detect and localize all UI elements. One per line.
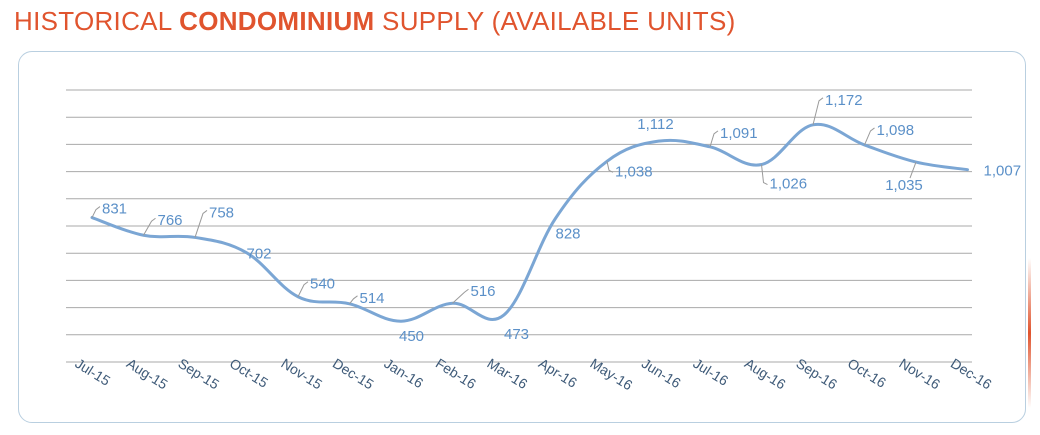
data-label: 514 [360, 290, 385, 307]
x-tick-label: Feb-16 [433, 355, 479, 392]
chart-title: HISTORICAL CONDOMINIUM SUPPLY (AVAILABLE… [14, 6, 736, 37]
title-prefix: HISTORICAL [14, 6, 180, 36]
x-tick-label: Jan-16 [381, 355, 426, 391]
label-leader [812, 97, 824, 125]
data-label: 1,026 [770, 176, 808, 193]
data-label: 766 [158, 212, 183, 229]
data-label: 758 [209, 204, 234, 221]
title-highlight: CONDOMINIUM [179, 6, 375, 36]
x-tick-label: Sep-16 [793, 355, 840, 393]
label-leader [709, 130, 719, 147]
label-leader [909, 161, 917, 179]
x-tick-label: Aug-16 [742, 355, 789, 393]
data-label: 1,038 [615, 163, 653, 180]
x-tick-label: May-16 [587, 355, 635, 393]
x-tick-label: Jul-15 [72, 355, 113, 389]
x-tick-label: Apr-16 [536, 355, 580, 391]
label-leader [606, 161, 614, 173]
x-axis-ticks: Jul-15 Aug-15 Sep-15 Oct-15 Nov-15 Dec-15 Jan-… [72, 355, 994, 393]
data-label: 516 [471, 283, 496, 300]
data-label: 1,098 [877, 122, 915, 139]
data-label: 1,091 [720, 125, 758, 142]
x-tick-label: Aug-15 [124, 355, 171, 393]
x-tick-label: Mar-16 [484, 355, 530, 392]
label-leader [297, 281, 309, 297]
label-leader [864, 127, 875, 146]
data-label: 1,172 [825, 92, 863, 109]
label-leader [452, 288, 469, 304]
data-label: 1,035 [885, 177, 923, 194]
series-line [90, 122, 969, 323]
x-tick-label: Jun-16 [639, 355, 684, 391]
data-label: 540 [310, 276, 335, 293]
data-label: 450 [399, 328, 424, 345]
data-label: 473 [504, 326, 529, 343]
x-tick-label: Sep-15 [175, 355, 222, 393]
label-leader [761, 164, 768, 185]
series-layer [90, 122, 969, 323]
x-tick-label: Dec-16 [948, 355, 995, 393]
label-leader [349, 295, 358, 305]
label-leader [143, 217, 156, 236]
title-suffix: SUPPLY (AVAILABLE UNITS) [374, 6, 736, 36]
x-tick-label: Oct-15 [227, 355, 271, 391]
x-tick-label: Oct-16 [845, 355, 889, 391]
data-label: 831 [102, 201, 127, 218]
x-tick-label: Nov-16 [896, 355, 943, 393]
x-tick-label: Dec-15 [330, 355, 377, 393]
label-leader [91, 206, 101, 218]
data-labels: 831 766 758 702 540 514 450 516 473 828 1,038 1,112… [102, 92, 1021, 345]
data-label: 828 [556, 225, 581, 242]
label-leader [194, 210, 208, 238]
x-tick-label: Nov-15 [278, 355, 325, 393]
x-tick-label: Jul-16 [690, 355, 731, 389]
label-leaders [91, 97, 917, 305]
data-label: 702 [247, 246, 272, 263]
data-label: 1,007 [984, 163, 1022, 180]
gridlines [66, 89, 972, 363]
data-label: 1,112 [637, 116, 673, 133]
accent-bar [1028, 258, 1031, 408]
